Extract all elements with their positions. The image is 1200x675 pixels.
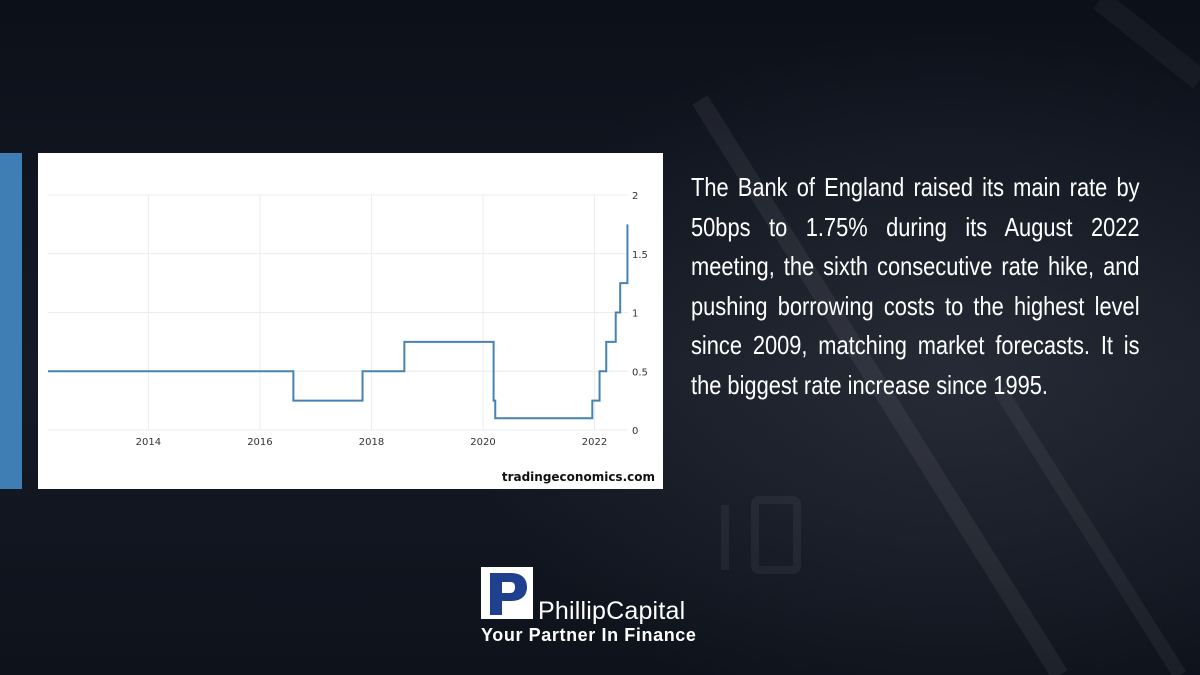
y-tick-label-1: 0.5	[632, 367, 648, 378]
accent-bar	[0, 153, 22, 489]
brand-name: PhillipCapital	[538, 597, 686, 625]
chart-source-label: tradingeconomics.com	[501, 470, 655, 484]
x-tick-label-1: 2016	[247, 437, 272, 448]
rate-description: The Bank of England raised its main rate…	[691, 172, 1140, 400]
x-tick-label-4: 2022	[582, 437, 607, 448]
x-tick-label-3: 2020	[470, 437, 495, 448]
y-tick-label-4: 2	[632, 191, 638, 202]
phillipcapital-logo: PhillipCapital Your Partner In Finance	[481, 567, 721, 647]
bank-rate-series-line	[48, 224, 629, 420]
rate-chart: 2014 2016 2018 2020 2022 0 0.5 1 1.5 2 tradingeco…	[38, 153, 663, 489]
y-tick-label-2: 1	[632, 309, 638, 320]
x-tick-label-2: 2018	[359, 437, 384, 448]
y-tick-label-0: 0	[632, 426, 638, 437]
brand-tagline: Your Partner In Finance	[481, 625, 697, 645]
x-tick-label-0: 2014	[136, 437, 161, 448]
chart-svg: 2014 2016 2018 2020 2022 0 0.5 1 1.5 2	[48, 191, 648, 448]
logo-p-icon	[481, 567, 533, 619]
y-tick-label-3: 1.5	[632, 250, 648, 261]
